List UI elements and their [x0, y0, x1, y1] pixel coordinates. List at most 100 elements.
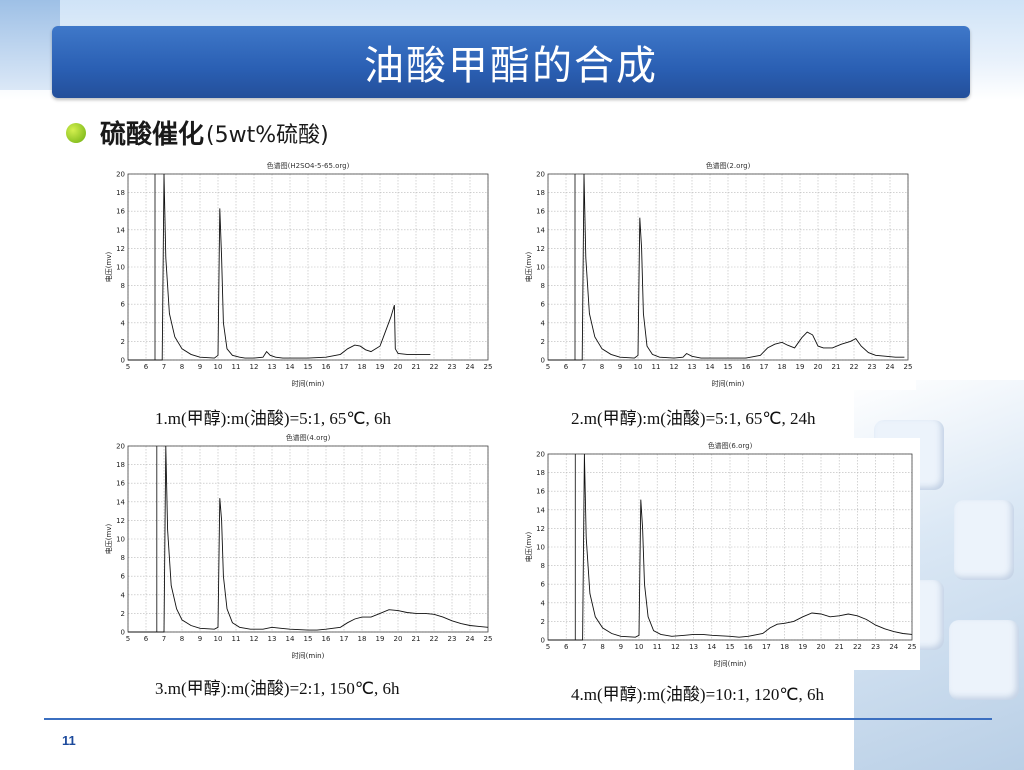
x-tick-label: 18 — [778, 363, 787, 371]
x-tick-label: 19 — [798, 643, 807, 651]
chart-title: 色谱图(2.org) — [706, 161, 751, 170]
chart-svg: 色谱图(4.org)5 6 7 8 9 10 11 12 13 14 15 16 17 18 19 20 21 2… — [104, 433, 492, 660]
y-tick-label: 0 — [121, 357, 125, 365]
y-tick-label: 6 — [121, 301, 126, 309]
x-tick-label: 11 — [652, 363, 661, 371]
x-tick-label: 13 — [268, 635, 277, 643]
y-tick-label: 16 — [116, 480, 125, 488]
page-number: 11 — [62, 733, 76, 748]
x-tick-label: 23 — [868, 363, 877, 371]
y-tick-label: 10 — [536, 544, 545, 552]
x-tick-label: 10 — [634, 363, 643, 371]
x-tick-label: 23 — [871, 643, 880, 651]
chromatogram-trace — [548, 173, 905, 361]
x-tick-label: 7 — [582, 643, 586, 651]
x-tick-label: 6 — [564, 363, 569, 371]
plot-frame — [547, 173, 909, 361]
chromatogram-trace — [128, 445, 489, 633]
y-tick-label: 18 — [116, 189, 125, 197]
x-tick-label: 24 — [886, 363, 895, 371]
x-tick-label: 9 — [198, 635, 202, 643]
x-tick-label: 18 — [358, 635, 367, 643]
x-tick-label: 13 — [268, 363, 277, 371]
x-tick-label: 21 — [412, 363, 421, 371]
x-tick-label: 18 — [780, 643, 789, 651]
y-tick-label: 14 — [116, 226, 125, 234]
y-tick-label: 10 — [536, 264, 545, 272]
chart-title: 色谱图(H2SO4-5-65.org) — [267, 161, 350, 170]
x-tick-label: 12 — [671, 643, 680, 651]
x-tick-label: 22 — [430, 363, 439, 371]
x-tick-label: 8 — [600, 643, 604, 651]
x-tick-label: 25 — [908, 643, 917, 651]
y-axis-label: 电压(mv) — [524, 532, 533, 563]
x-tick-label: 20 — [394, 363, 403, 371]
x-tick-label: 20 — [394, 635, 403, 643]
x-tick-label: 5 — [126, 363, 130, 371]
chromatogram-chart-2: 色谱图(2.org) 5 6 7 8 9 10 11 12 13 14 15 16 17 18 19 20 21 2… — [524, 158, 916, 390]
y-tick-label: 14 — [116, 498, 125, 506]
x-tick-label: 12 — [250, 635, 259, 643]
chart-svg: 色谱图(6.org)5 6 7 8 9 10 11 12 13 14 15 16 17 18 19 20 21 2… — [524, 441, 917, 668]
x-tick-label: 25 — [484, 363, 493, 371]
y-tick-label: 18 — [536, 189, 545, 197]
x-tick-label: 10 — [214, 363, 223, 371]
x-tick-label: 7 — [162, 635, 166, 643]
x-tick-label: 23 — [448, 635, 457, 643]
x-tick-label: 17 — [340, 635, 349, 643]
y-tick-label: 16 — [536, 208, 545, 216]
x-tick-label: 24 — [889, 643, 898, 651]
x-tick-label: 12 — [250, 363, 259, 371]
x-tick-label: 21 — [412, 635, 421, 643]
bullet-main-text: 硫酸催化 — [100, 120, 205, 150]
x-tick-label: 19 — [376, 635, 385, 643]
chromatogram-chart-3: 色谱图(4.org) 5 6 7 8 9 10 11 12 13 14 15 16 17 18 19 20 21 2… — [104, 430, 496, 662]
y-tick-label: 8 — [541, 562, 545, 570]
x-tick-label: 13 — [688, 363, 697, 371]
x-tick-label: 9 — [198, 363, 202, 371]
chromatogram-trace — [548, 453, 913, 641]
title-bar: 油酸甲酯的合成 — [52, 26, 970, 98]
y-tick-label: 8 — [121, 282, 125, 290]
x-tick-label: 17 — [760, 363, 769, 371]
y-tick-label: 18 — [116, 461, 125, 469]
chart-caption-2: 2.m(甲醇):m(油酸)=5:1, 65℃, 24h — [571, 409, 816, 428]
chart-caption-1: 1.m(甲醇):m(油酸)=5:1, 65℃, 6h — [155, 409, 391, 428]
x-tick-label: 11 — [232, 363, 241, 371]
x-tick-label: 16 — [322, 635, 331, 643]
y-tick-label: 2 — [541, 338, 545, 346]
y-tick-label: 4 — [121, 319, 126, 327]
x-tick-label: 15 — [304, 635, 313, 643]
y-axis-label: 电压(mv) — [104, 524, 113, 555]
chromatogram-chart-1: 色谱图(H2SO4-5-65.org) 5 6 7 8 9 10 11 12 13 14 15 16 17… — [104, 158, 496, 390]
y-tick-label: 18 — [536, 469, 545, 477]
x-tick-label: 19 — [376, 363, 385, 371]
y-tick-label: 2 — [121, 338, 125, 346]
x-tick-label: 16 — [322, 363, 331, 371]
x-axis-label: 时间(min) — [292, 651, 325, 660]
x-tick-label: 15 — [304, 363, 313, 371]
x-axis-label: 时间(min) — [712, 379, 745, 388]
x-tick-label: 21 — [832, 363, 841, 371]
x-tick-label: 17 — [340, 363, 349, 371]
x-tick-label: 21 — [835, 643, 844, 651]
x-tick-label: 11 — [653, 643, 662, 651]
x-tick-label: 7 — [162, 363, 166, 371]
y-tick-label: 12 — [116, 517, 125, 525]
x-tick-label: 22 — [850, 363, 859, 371]
x-tick-label: 14 — [706, 363, 715, 371]
y-tick-label: 20 — [116, 171, 125, 179]
y-tick-label: 6 — [121, 573, 126, 581]
x-tick-label: 18 — [358, 363, 367, 371]
plot-frame — [127, 173, 489, 361]
x-axis-label: 时间(min) — [714, 659, 747, 668]
x-tick-label: 17 — [762, 643, 771, 651]
x-tick-label: 24 — [466, 363, 475, 371]
bullet-row: 硫酸催化 (5wt%硫酸) — [66, 114, 329, 151]
x-tick-label: 25 — [904, 363, 913, 371]
x-tick-label: 14 — [286, 635, 295, 643]
x-tick-label: 22 — [853, 643, 862, 651]
y-tick-label: 12 — [536, 525, 545, 533]
x-tick-label: 10 — [635, 643, 644, 651]
x-tick-label: 11 — [232, 635, 241, 643]
